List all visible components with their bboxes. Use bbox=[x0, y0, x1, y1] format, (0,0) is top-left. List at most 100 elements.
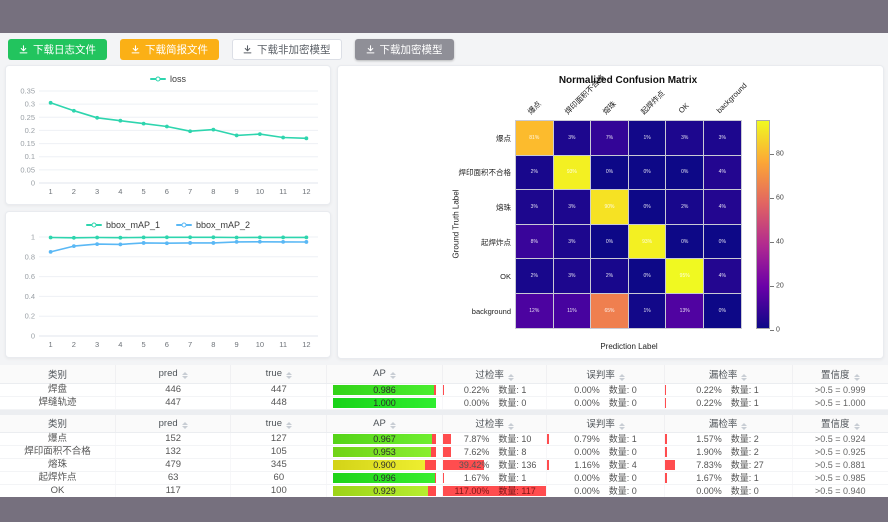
bbox-map-chart[interactable]: 00.20.40.60.811 2 3 4 5 6 7 8 9 10 11 12 bbox=[12, 232, 326, 351]
sort-icon[interactable] bbox=[181, 421, 188, 429]
column-header-误判率[interactable]: 误判率 bbox=[546, 414, 665, 433]
sort-icon[interactable] bbox=[741, 423, 748, 431]
matrix-cell: 1% bbox=[628, 121, 666, 155]
legend-item-bbox_mAP_1[interactable]: bbox_mAP_1 bbox=[85, 218, 160, 232]
svg-text:9: 9 bbox=[235, 340, 239, 349]
button-label: 下载日志文件 bbox=[33, 44, 96, 56]
table-row[interactable]: 熔珠 479 345 0.900 39.42% 数量: 136 1.16% 数量: 4 7.83… bbox=[0, 458, 888, 472]
miss-detect-cell: 0.22% 数量: 1 bbox=[664, 383, 793, 397]
sort-icon[interactable] bbox=[286, 372, 292, 380]
column-header-漏检率[interactable]: 漏检率 bbox=[664, 365, 793, 384]
ap-remainder-bar bbox=[434, 384, 436, 395]
rate-cell: 0.00% 数量: 0 bbox=[547, 397, 663, 409]
colorbar-tick bbox=[770, 286, 774, 287]
column-header-类别: 类别 bbox=[0, 414, 116, 433]
svg-text:2: 2 bbox=[72, 187, 76, 196]
table-row[interactable]: 焊盘 446 447 0.986 0.22% 数量: 1 0.00% 数量: 0 0.22% 数量… bbox=[0, 383, 888, 397]
svg-text:0.35: 0.35 bbox=[20, 87, 35, 96]
rate-percent: 0.79% bbox=[574, 434, 600, 444]
rate-percent: 0.00% bbox=[574, 397, 600, 408]
sort-icon[interactable] bbox=[507, 373, 514, 381]
rate-bar bbox=[664, 447, 668, 457]
matrix-column-label: 熔珠 bbox=[600, 99, 618, 117]
true-count: 345 bbox=[230, 458, 328, 472]
rate-bar bbox=[664, 473, 667, 483]
matrix-cell: 2% bbox=[666, 190, 703, 224]
ap-cell: 0.967 bbox=[326, 432, 443, 446]
rate-cell: 0.00% 数量: 0 bbox=[443, 397, 547, 409]
table-row[interactable]: OK 117 100 0.929 117.00% 数量: 117 0.00% 数量: 0 0.0… bbox=[0, 484, 888, 498]
column-header-true[interactable]: true bbox=[230, 414, 328, 433]
matrix-cell: 0% bbox=[666, 155, 703, 190]
sort-icon[interactable] bbox=[741, 373, 748, 381]
download-button-plain[interactable]: 下载非加密模型 bbox=[232, 39, 342, 60]
class-name: 焊缝轨迹 bbox=[0, 396, 116, 410]
pred-count: 63 bbox=[115, 471, 232, 485]
table-row[interactable]: 焊缝轨迹 447 448 1.000 0.00% 数量: 0 0.00% 数量: 0 0.22%… bbox=[0, 396, 888, 410]
sort-icon[interactable] bbox=[853, 373, 860, 381]
bbox-map-chart-card: bbox_mAP_1 bbox_mAP_2 0 0.2 0.4 0.6 0.8 1 1 2 3 4 5… bbox=[5, 211, 331, 358]
legend-marker-icon bbox=[85, 222, 102, 228]
column-header-pred[interactable]: pred bbox=[115, 365, 232, 384]
rate-bar bbox=[664, 384, 667, 395]
column-header-pred[interactable]: pred bbox=[115, 414, 232, 433]
matrix-cell: 81% bbox=[516, 121, 553, 155]
column-header-AP[interactable]: AP bbox=[326, 365, 443, 384]
sort-icon[interactable] bbox=[181, 372, 188, 380]
top-bar bbox=[0, 0, 888, 33]
column-header-label: true bbox=[265, 417, 282, 429]
column-header-label: 漏检率 bbox=[708, 419, 738, 431]
colorbar-tick bbox=[770, 330, 774, 331]
svg-text:0: 0 bbox=[31, 179, 35, 188]
column-header-label: 类别 bbox=[47, 419, 67, 431]
sort-icon[interactable] bbox=[507, 423, 514, 431]
column-header-误判率[interactable]: 误判率 bbox=[546, 365, 665, 384]
rate-count: 数量: 0 bbox=[608, 486, 637, 496]
legend-item-loss[interactable]: loss bbox=[149, 72, 186, 86]
legend-item-bbox_mAP_2[interactable]: bbox_mAP_2 bbox=[176, 218, 250, 232]
download-icon bbox=[243, 45, 252, 54]
true-count: 447 bbox=[230, 383, 328, 397]
loss-chart-card: loss 0 0.05 0.1 0.15 0.2 0.25 0.3 0.35 1 2 3 4 5 6 7 8 9… bbox=[5, 65, 331, 205]
matrix-cell: 2% bbox=[516, 155, 553, 190]
ap-value: 0.967 bbox=[373, 434, 396, 444]
rate-count: 数量: 1 bbox=[498, 473, 527, 483]
download-button-green[interactable]: 下载日志文件 bbox=[8, 39, 107, 60]
charts-row: loss 0 0.05 0.1 0.15 0.2 0.25 0.3 0.35 1 2 3 4 5 6 7 8 9… bbox=[0, 65, 888, 359]
column-header-label: true bbox=[265, 368, 282, 380]
rate-count: 数量: 2 bbox=[730, 447, 759, 457]
rate-cell: 1.67% 数量: 1 bbox=[442, 472, 547, 484]
column-header-true[interactable]: true bbox=[230, 365, 328, 384]
column-header-过检率[interactable]: 过检率 bbox=[442, 414, 548, 433]
svg-text:0.8: 0.8 bbox=[25, 252, 35, 261]
ap-cell: 0.986 bbox=[326, 383, 443, 397]
ap-bar bbox=[333, 434, 433, 444]
column-header-漏检率[interactable]: 漏检率 bbox=[664, 414, 793, 433]
download-button-orange[interactable]: 下载简报文件 bbox=[120, 39, 219, 60]
rate-percent: 0.00% bbox=[696, 486, 722, 496]
column-header-置信度[interactable]: 置信度 bbox=[792, 365, 888, 384]
download-button-gray[interactable]: 下载加密模型 bbox=[354, 39, 454, 60]
column-header-label: 误判率 bbox=[586, 369, 615, 381]
sort-icon[interactable] bbox=[389, 372, 396, 380]
table-row[interactable]: 焊印面积不合格 132 105 0.953 7.62% 数量: 8 0.00% 数量: 0 1.… bbox=[0, 445, 888, 459]
matrix-cell: 13% bbox=[666, 294, 703, 328]
column-header-置信度[interactable]: 置信度 bbox=[792, 414, 888, 433]
class-name: 起焊炸点 bbox=[0, 471, 116, 485]
column-header-label: 过检率 bbox=[475, 369, 504, 381]
loss-chart[interactable]: 00.050.10.150.20.250.30.351 2 3 4 5 6 7 8 9 10 11 1… bbox=[12, 86, 326, 198]
sort-icon[interactable] bbox=[389, 421, 396, 429]
table-row[interactable]: 起焊炸点 63 60 0.996 1.67% 数量: 1 0.00% 数量: 0 1.67% 数量… bbox=[0, 471, 888, 485]
sort-icon[interactable] bbox=[618, 373, 625, 381]
column-header-label: 类别 bbox=[47, 369, 67, 381]
table-row[interactable]: 爆点 152 127 0.967 7.87% 数量: 10 0.79% 数量: 1 1.57% 数… bbox=[0, 432, 888, 446]
column-header-过检率[interactable]: 过检率 bbox=[442, 365, 548, 384]
column-header-AP[interactable]: AP bbox=[326, 414, 443, 433]
sort-icon[interactable] bbox=[618, 423, 625, 431]
rate-percent: 0.00% bbox=[574, 447, 600, 457]
colorbar-tick bbox=[770, 154, 774, 155]
matrix-row-label: 焊印面积不合格 bbox=[458, 168, 512, 178]
sort-icon[interactable] bbox=[853, 423, 860, 431]
pred-count: 446 bbox=[115, 383, 232, 397]
sort-icon[interactable] bbox=[286, 421, 292, 429]
